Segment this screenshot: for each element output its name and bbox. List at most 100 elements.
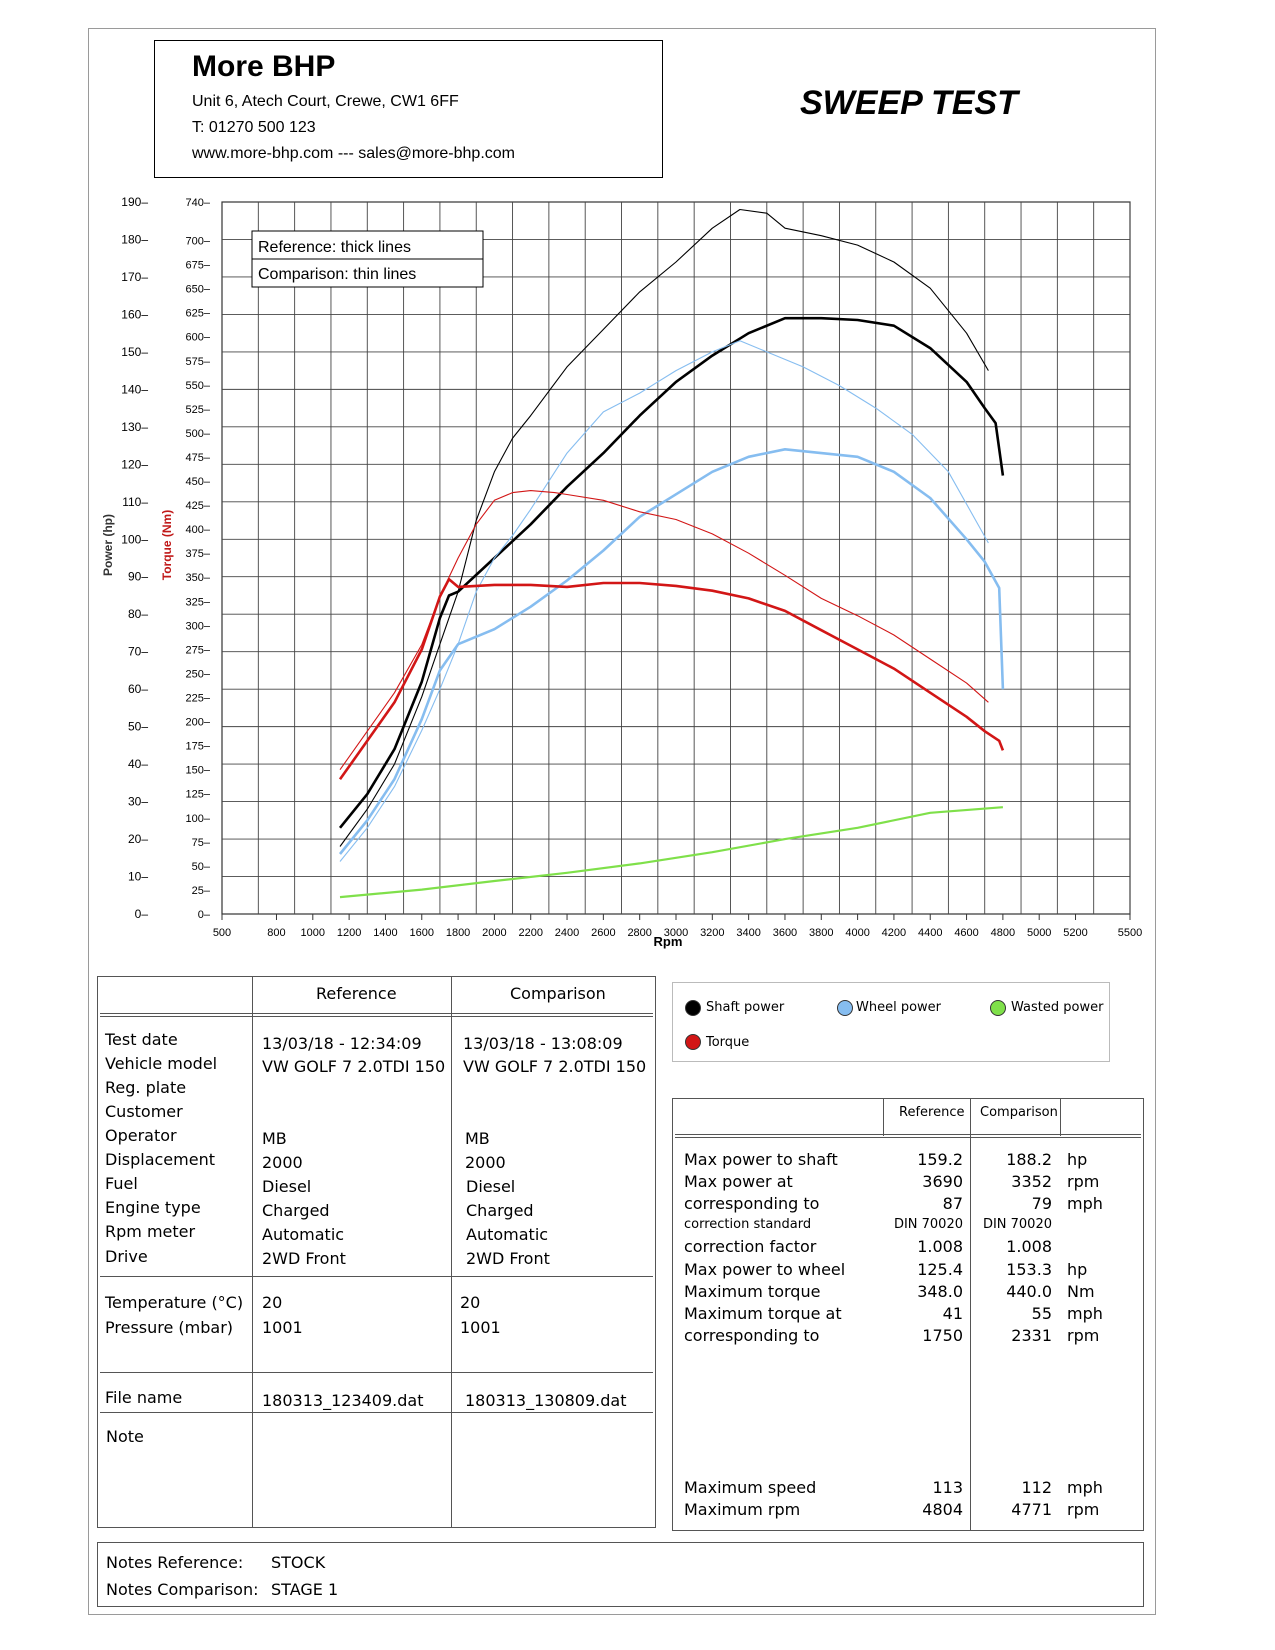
ref-vehicle-model: VW GOLF 7 2.0TDI 150 xyxy=(262,1057,446,1076)
result-unit: Nm xyxy=(1067,1282,1095,1301)
torque-tick-label: 325– xyxy=(186,596,211,608)
power-tick-label: 110– xyxy=(122,495,148,509)
torque-tick-label: 275– xyxy=(186,644,211,656)
cmp-drive: 2WD Front xyxy=(466,1249,550,1268)
result-comparison-value: 79 xyxy=(1031,1194,1052,1213)
results-col-comparison: Comparison xyxy=(980,1105,1058,1120)
result-unit: rpm xyxy=(1067,1326,1100,1345)
torque-tick-label: 400– xyxy=(186,524,211,536)
power-tick-label: 120– xyxy=(121,457,148,471)
torque-tick-label: 425– xyxy=(186,500,211,512)
power-tick-label: 40– xyxy=(128,757,148,771)
rpm-tick-label: 500 xyxy=(213,927,231,939)
cmp-test-date: 13/03/18 - 13:08:09 xyxy=(463,1034,623,1053)
rpm-tick-label: 3600 xyxy=(773,927,797,939)
torque-tick-label: 300– xyxy=(186,620,211,632)
power-tick-label: 160– xyxy=(121,307,148,321)
ref-fuel: Diesel xyxy=(262,1177,312,1196)
dyno-chart: 0– 10– 20– 30– 40– 50– 60– 70– 80– 90– 100– 110– 120… xyxy=(101,195,1142,949)
rpm-tick-label: 1200 xyxy=(337,927,361,939)
result-label: corresponding to xyxy=(684,1194,820,1213)
power-tick-label: 100– xyxy=(121,532,148,546)
company-header: More BHP Unit 6, Atech Court, Crewe, CW1… xyxy=(154,40,663,178)
torque-comparison-line xyxy=(339,490,989,771)
shaft-power-reference-line xyxy=(338,316,1005,829)
page-title: SWEEP TEST xyxy=(800,84,1018,122)
notes-comparison-value: STAGE 1 xyxy=(271,1580,339,1599)
rpm-tick-label: 800 xyxy=(267,927,285,939)
company-name: More BHP xyxy=(192,50,336,83)
power-axis-label: Power (hp) xyxy=(101,514,115,576)
power-tick-label: 70– xyxy=(128,645,148,659)
result-unit: mph xyxy=(1067,1194,1103,1213)
rpm-tick-label: 2800 xyxy=(627,927,651,939)
label-displacement: Displacement xyxy=(105,1150,215,1169)
run-table-col-comparison: Comparison xyxy=(510,984,606,1003)
result-comparison-value: 1.008 xyxy=(1006,1237,1052,1256)
torque-tick-label: 475– xyxy=(186,452,211,464)
torque-tick-label: 100– xyxy=(186,813,211,825)
rpm-tick-label: 3800 xyxy=(809,927,833,939)
label-file-name: File name xyxy=(105,1388,183,1407)
power-tick-label: 90– xyxy=(128,570,148,584)
label-pressure: Pressure (mbar) xyxy=(105,1318,234,1337)
result-reference-value: 1.008 xyxy=(917,1237,963,1256)
rpm-tick-label: 3200 xyxy=(700,927,724,939)
page-frame xyxy=(88,28,1156,1615)
legend-torque: Torque xyxy=(706,1035,750,1050)
results-table xyxy=(672,1098,1144,1531)
legend-wasted-power: Wasted power xyxy=(1011,1000,1104,1015)
rpm-tick-label: 5000 xyxy=(1027,927,1051,939)
result-reference-value: 125.4 xyxy=(917,1260,963,1279)
result-label: Max power to wheel xyxy=(684,1260,846,1279)
torque-tick-label: 50– xyxy=(192,861,211,873)
result-label: Maximum speed xyxy=(684,1478,817,1497)
rpm-tick-label: 1400 xyxy=(373,927,397,939)
label-drive: Drive xyxy=(105,1247,148,1266)
label-test-date: Test date xyxy=(105,1030,178,1049)
notes-reference-value: STOCK xyxy=(271,1553,326,1572)
notes-reference-label: Notes Reference: xyxy=(106,1553,244,1572)
label-reg-plate: Reg. plate xyxy=(105,1078,187,1097)
label-vehicle-model: Vehicle model xyxy=(105,1054,218,1073)
power-tick-label: 180– xyxy=(121,232,148,246)
power-tick-label: 30– xyxy=(128,795,148,809)
rpm-tick-label: 4600 xyxy=(954,927,978,939)
result-reference-value: 87 xyxy=(942,1194,963,1213)
result-unit: rpm xyxy=(1067,1172,1100,1191)
ref-file-name: 180313_123409.dat xyxy=(262,1391,424,1410)
result-reference-value: 1750 xyxy=(922,1326,963,1345)
rpm-tick-label: 1600 xyxy=(410,927,434,939)
ref-displacement: 2000 xyxy=(262,1153,303,1172)
result-label: Max power at xyxy=(684,1172,793,1191)
rpm-tick-label: 3000 xyxy=(664,927,688,939)
rpm-tick-label: 2200 xyxy=(518,927,542,939)
rpm-tick-label: 4400 xyxy=(918,927,942,939)
result-comparison-value: 188.2 xyxy=(1006,1150,1052,1169)
result-label: Maximum torque at xyxy=(684,1304,842,1323)
ref-temperature: 20 xyxy=(262,1293,283,1312)
torque-tick-label: 175– xyxy=(186,741,211,753)
ref-pressure: 1001 xyxy=(262,1318,303,1337)
torque-axis-label: Torque (Nm) xyxy=(160,510,174,580)
rpm-tick-label: 5500 xyxy=(1118,927,1142,939)
rpm-tick-label: 5200 xyxy=(1063,927,1087,939)
power-tick-label: 0– xyxy=(135,907,149,921)
power-tick-label: 60– xyxy=(128,682,148,696)
result-comparison-value: 3352 xyxy=(1011,1172,1052,1191)
legend-wheel-power: Wheel power xyxy=(856,1000,942,1015)
label-temperature: Temperature (°C) xyxy=(105,1293,244,1312)
label-fuel: Fuel xyxy=(105,1174,138,1193)
torque-tick-label: 450– xyxy=(186,476,211,488)
torque-tick-label: 625– xyxy=(186,308,211,320)
torque-axis-ticks: 0– 25– 50– 75– 100– 125– 150– 175– 200– 225– 250– 2… xyxy=(186,197,211,921)
cmp-fuel: Diesel xyxy=(466,1177,516,1196)
result-unit: hp xyxy=(1067,1150,1088,1169)
x-axis-label: Rpm xyxy=(654,934,683,949)
rpm-tick-label: 4800 xyxy=(991,927,1015,939)
result-label: correction factor xyxy=(684,1237,817,1256)
result-reference-value: 348.0 xyxy=(917,1282,963,1301)
power-axis-ticks: 0– 10– 20– 30– 40– 50– 60– 70– 80– 90– 100– 110– 120… xyxy=(121,195,148,921)
torque-tick-label: 550– xyxy=(186,380,211,392)
shaft-power-swatch xyxy=(685,1000,701,1016)
